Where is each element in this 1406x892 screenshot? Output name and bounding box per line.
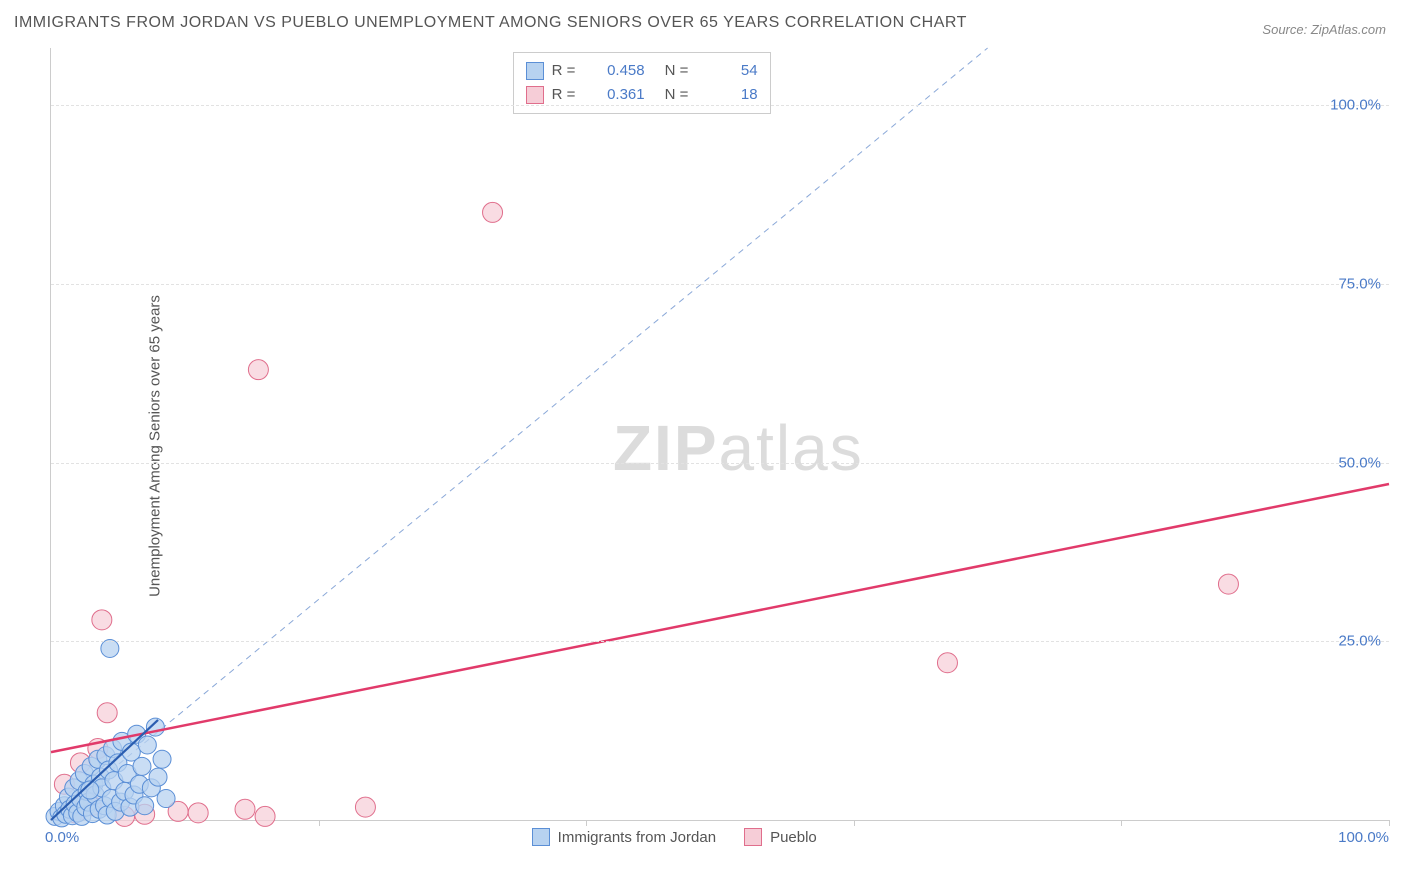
r-value: 0.361 [590,83,645,107]
data-point [157,790,175,808]
gridline [51,284,1389,285]
x-tick [586,820,587,826]
r-label: R = [552,59,582,83]
data-point [136,797,154,815]
data-point [248,360,268,380]
y-tick-label: 50.0% [1338,454,1381,471]
n-value: 54 [703,59,758,83]
n-value: 18 [703,83,758,107]
series-legend: Immigrants from Jordan Pueblo [532,828,817,846]
data-point [483,202,503,222]
gridline [51,641,1389,642]
data-point [235,799,255,819]
x-tick [1121,820,1122,826]
r-label: R = [552,83,582,107]
y-tick-label: 25.0% [1338,633,1381,650]
legend-swatch-icon [744,828,762,846]
n-label: N = [665,59,695,83]
gridline [51,105,1389,106]
data-point [255,806,275,826]
legend-label: Pueblo [770,829,817,846]
data-point [133,757,151,775]
gridline [51,463,1389,464]
y-tick-label: 100.0% [1330,97,1381,114]
y-tick-label: 75.0% [1338,275,1381,292]
source-credit: Source: ZipAtlas.com [1262,22,1386,37]
data-point [1218,574,1238,594]
data-point [97,703,117,723]
legend-row-jordan: R = 0.458 N = 54 [526,59,758,83]
data-point [355,797,375,817]
source-label: Source: [1262,22,1307,37]
data-point [92,610,112,630]
legend-item-jordan: Immigrants from Jordan [532,828,716,846]
r-value: 0.458 [590,59,645,83]
data-point [188,803,208,823]
x-tick [854,820,855,826]
chart-svg [51,48,1389,820]
legend-swatch-icon [526,62,544,80]
data-point [138,736,156,754]
legend-swatch-icon [526,86,544,104]
n-label: N = [665,83,695,107]
x-tick [1389,820,1390,826]
legend-label: Immigrants from Jordan [558,829,716,846]
chart-title: IMMIGRANTS FROM JORDAN VS PUEBLO UNEMPLO… [14,14,967,32]
data-point [153,750,171,768]
x-tick [319,820,320,826]
source-name: ZipAtlas.com [1311,22,1386,37]
legend-swatch-icon [532,828,550,846]
plot-area: ZIPatlas R =0.458N =54R =0.361N =18 25.0… [50,48,1389,821]
x-min-label: 0.0% [45,829,79,846]
x-max-label: 100.0% [1338,829,1389,846]
legend-row-pueblo: R = 0.361 N = 18 [526,83,758,107]
data-point [149,768,167,786]
data-point [937,653,957,673]
legend-item-pueblo: Pueblo [744,828,817,846]
